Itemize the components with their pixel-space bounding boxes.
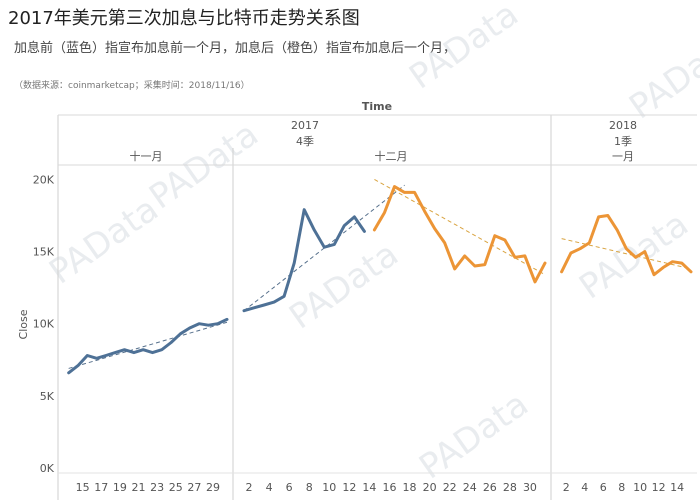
x-tick-label: 2 [246, 481, 253, 494]
x-tick-label: 6 [286, 481, 293, 494]
trend-line [68, 321, 228, 369]
y-tick-label: 5K [40, 390, 55, 403]
series-line-before-hike [67, 317, 229, 375]
x-tick-label: 18 [403, 481, 417, 494]
x-tick-label: 22 [443, 481, 457, 494]
x-tick-label: 2 [563, 481, 570, 494]
x-tick-label: 30 [523, 481, 537, 494]
series-line-after-hike [560, 214, 693, 277]
watermark-text: PAData [622, 24, 700, 127]
x-tick-label: 19 [113, 481, 127, 494]
y-tick-label: 10K [33, 318, 55, 331]
year-label: 2017 [291, 119, 319, 132]
y-tick-label: 15K [33, 246, 55, 259]
x-axis: 15 17 19 21 23 25 27 29 2 4 6 8 10 12 14 16 18 20 22 24 26 28… [76, 481, 685, 494]
month-label: 十二月 [375, 149, 408, 163]
x-axis-title: Time [362, 100, 392, 113]
x-tick-label: 17 [94, 481, 108, 494]
watermark-text: PAData [142, 114, 266, 217]
series-line-after-hike [372, 185, 547, 284]
x-tick-label: 10 [322, 481, 336, 494]
x-tick-label: 24 [463, 481, 477, 494]
x-tick-label: 8 [618, 481, 625, 494]
watermark-text: PAData [42, 189, 166, 292]
x-tick-label: 23 [150, 481, 164, 494]
month-label: 十一月 [130, 149, 163, 163]
trend-line [374, 178, 546, 276]
x-tick-label: 21 [132, 481, 146, 494]
x-tick-label: 26 [483, 481, 497, 494]
chart-frame [57, 114, 697, 500]
watermark-text: PAData [412, 384, 536, 487]
series-line-before-hike [242, 208, 366, 313]
x-tick-label: 16 [382, 481, 396, 494]
x-tick-label: 8 [306, 481, 313, 494]
x-tick-label: 4 [581, 481, 588, 494]
x-tick-label: 14 [362, 481, 376, 494]
plot-area [67, 178, 693, 375]
x-tick-label: 12 [652, 481, 666, 494]
x-tick-label: 14 [670, 481, 684, 494]
chart-title: 2017年美元第三次加息与比特币走势关系图 [8, 8, 360, 29]
y-axis: Close 0K 5K 10K 15K 20K [17, 173, 55, 475]
month-label: 一月 [612, 150, 634, 163]
x-tick-label: 29 [206, 481, 220, 494]
x-tick-label: 27 [187, 481, 201, 494]
x-tick-label: 28 [503, 481, 517, 494]
quarter-label: 4季 [296, 135, 314, 148]
x-tick-label: 15 [76, 481, 90, 494]
y-axis-title: Close [17, 309, 30, 339]
y-tick-label: 0K [40, 462, 55, 475]
trend-line [561, 238, 692, 270]
x-tick-label: 6 [600, 481, 607, 494]
y-tick-label: 20K [33, 173, 55, 186]
watermark-text: PAData [402, 0, 526, 97]
x-tick-label: 4 [266, 481, 273, 494]
x-tick-label: 12 [342, 481, 356, 494]
data-source-note: （数据来源：coinmarketcap；采集时间：2018/11/16） [14, 81, 250, 91]
watermark-text: PAData [282, 234, 406, 337]
year-label: 2018 [609, 119, 637, 132]
x-tick-label: 25 [169, 481, 183, 494]
x-tick-label: 10 [633, 481, 647, 494]
chart-subtitle: 加息前（蓝色）指宣布加息前一个月，加息后（橙色）指宣布加息后一个月， [14, 41, 457, 56]
x-tick-label: 20 [423, 481, 437, 494]
quarter-label: 1季 [614, 135, 632, 148]
